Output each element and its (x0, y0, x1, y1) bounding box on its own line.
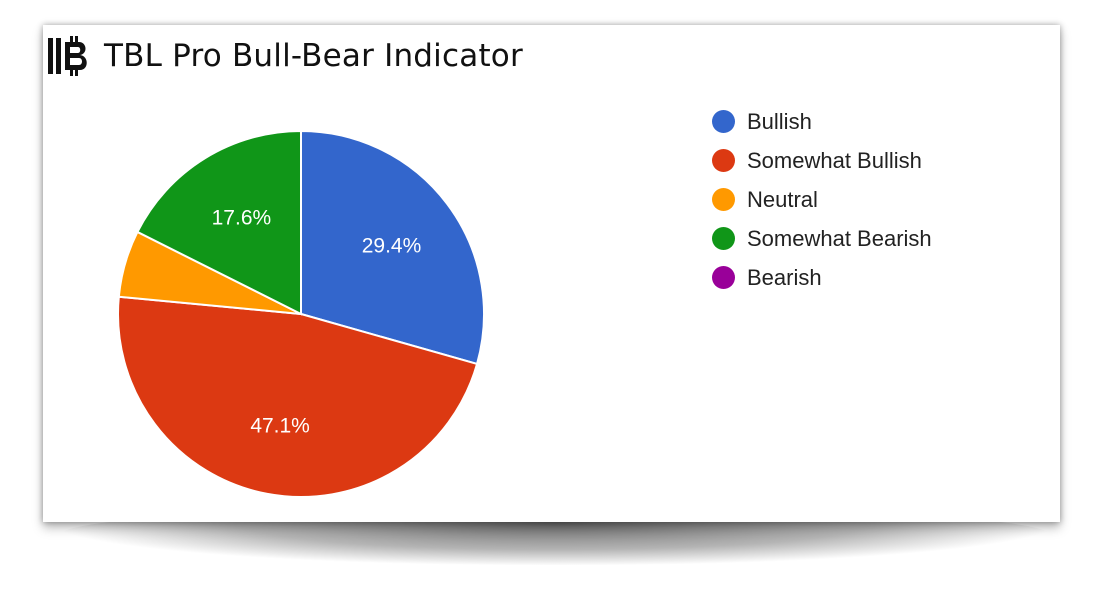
legend-swatch-somewhat-bearish (712, 227, 735, 250)
legend-label-somewhat-bullish: Somewhat Bullish (747, 147, 922, 173)
legend-item-somewhat-bullish[interactable]: Somewhat Bullish (712, 141, 932, 180)
legend-item-bullish[interactable]: Bullish (712, 102, 932, 141)
legend-label-bullish: Bullish (747, 108, 812, 134)
chart-title: TBL Pro Bull-Bear Indicator (104, 38, 523, 74)
chart-legend: Bullish Somewhat Bullish Neutral Somewhat B… (712, 102, 932, 297)
legend-item-somewhat-bearish[interactable]: Somewhat Bearish (712, 219, 932, 258)
legend-item-neutral[interactable]: Neutral (712, 180, 932, 219)
legend-swatch-somewhat-bullish (712, 149, 735, 172)
bitcoin-logo-icon (48, 36, 87, 76)
pie-slice-bullish[interactable] (300, 129, 485, 366)
legend-swatch-bearish (712, 266, 735, 289)
legend-label-neutral: Neutral (747, 186, 818, 212)
slice-label-somewhat-bearish: 17.6% (212, 206, 272, 229)
slice-label-somewhat-bullish: 47.1% (250, 415, 310, 438)
slice-label-bullish: 29.4% (362, 235, 422, 258)
legend-label-somewhat-bearish: Somewhat Bearish (747, 225, 932, 251)
legend-label-bearish: Bearish (747, 264, 822, 290)
legend-swatch-neutral (712, 188, 735, 211)
legend-swatch-bullish (712, 110, 735, 133)
legend-item-bearish[interactable]: Bearish (712, 258, 932, 297)
chart-header: TBL Pro Bull-Bear Indicator (48, 36, 523, 76)
pie-slice-somewhat-bullish[interactable] (117, 295, 479, 498)
pie-slice-somewhat-bearish[interactable] (136, 129, 302, 316)
